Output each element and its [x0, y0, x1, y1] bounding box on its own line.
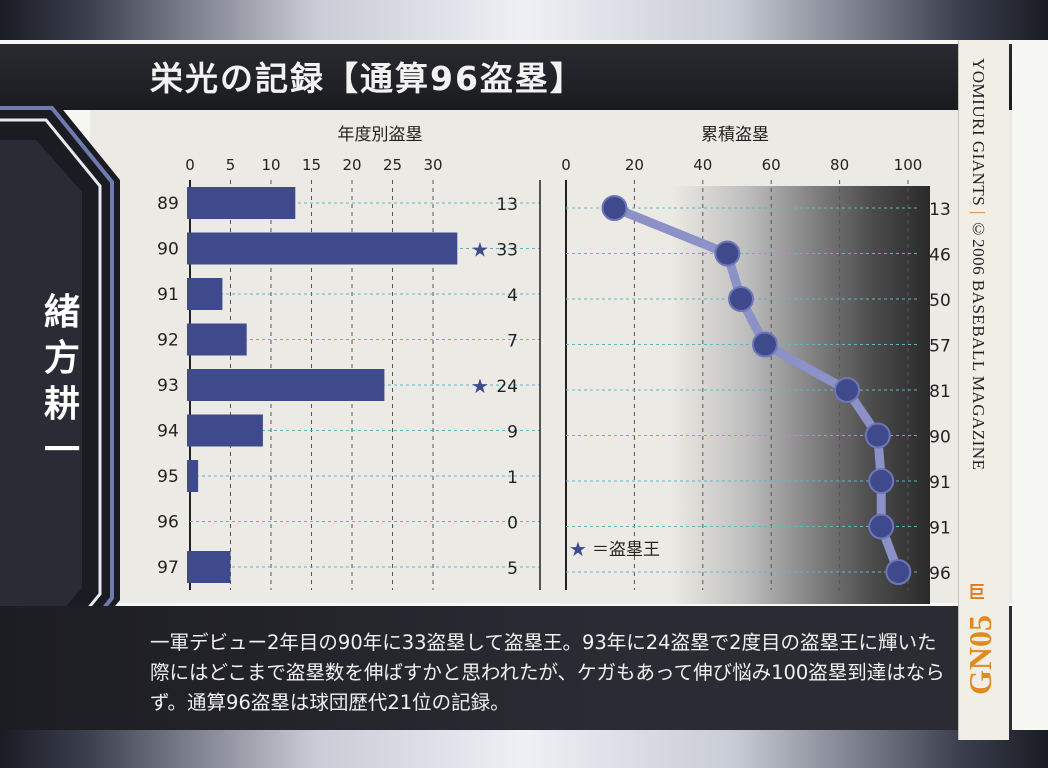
copyright-text: ©2006 BASEBALL MAGAZINE [969, 219, 988, 471]
bar-x-tick-label: 5 [226, 156, 236, 174]
bar-category-label: 94 [157, 422, 179, 442]
bar-x-tick-label: 20 [342, 156, 361, 174]
card-code: GN05 [962, 615, 998, 695]
line-point [751, 331, 778, 358]
bar-value-label: 33 [496, 241, 518, 261]
line-point [868, 513, 895, 540]
bar-value-label: 0 [507, 514, 518, 534]
bar-value-label: 9 [507, 423, 518, 443]
bar-value-label: 13 [496, 195, 518, 215]
line-value-label: 46 [929, 246, 951, 266]
bar-x-tick-label: 30 [423, 156, 442, 174]
bar-mark [187, 232, 458, 265]
bar-category-label: 93 [157, 376, 179, 396]
bar-mark [187, 323, 247, 356]
right-strip [958, 40, 1009, 740]
line-value-label: 13 [929, 200, 951, 220]
line-point [728, 286, 754, 312]
bar-mark [187, 551, 231, 583]
line-x-tick-label: 40 [693, 156, 712, 174]
bar-value-label: 5 [507, 559, 518, 579]
bar-mark [187, 414, 263, 447]
team-name: YOMIURI GIANTS [969, 58, 988, 207]
bar-x-tick-label: 0 [185, 156, 195, 174]
bar-chart-title: 年度別盗塁 [338, 125, 423, 145]
bar-mark [187, 187, 296, 219]
line-x-tick-label: 60 [762, 156, 781, 174]
line-value-label: 96 [929, 564, 951, 584]
bar-mark [187, 369, 385, 401]
bar-mark [187, 460, 199, 492]
line-point [868, 468, 895, 494]
bottom-border [0, 730, 1048, 768]
leader-star-icon: ★ [471, 374, 489, 398]
card-title: 栄光の記録【通算96盗塁】 [150, 59, 585, 98]
team-logo: 巨 [968, 583, 985, 603]
bar-category-label: 95 [157, 467, 179, 487]
line-value-label: 91 [929, 519, 951, 539]
bar-x-tick-label: 25 [383, 156, 402, 174]
bar-value-label: 4 [507, 286, 518, 306]
legend-label: ＝盗塁王 [592, 540, 660, 560]
vertical-caption: YOMIURI GIANTS | ©2006 BASEBALL MAGAZINE [969, 58, 988, 471]
line-value-label: 90 [929, 428, 951, 448]
line-x-tick-label: 20 [625, 156, 644, 174]
bar-x-tick-label: 15 [302, 156, 321, 174]
leader-star-icon: ★ [471, 238, 489, 262]
line-value-label: 57 [929, 337, 951, 357]
gradient-band [560, 186, 930, 604]
line-value-label: 50 [929, 291, 951, 311]
bar-category-label: 90 [157, 240, 179, 260]
line-chart-title: 累積盗塁 [701, 125, 769, 145]
line-point [885, 559, 912, 585]
line-x-tick-label: 0 [561, 156, 571, 174]
line-value-label: 91 [929, 473, 951, 493]
top-border [0, 0, 1048, 40]
description-bar [0, 606, 1012, 731]
bar-category-label: 92 [157, 331, 179, 351]
description-text: 一軍デビュー2年目の90年に33盗塁して盗塁王。93年に24盗塁で2度目の盗塁王… [150, 631, 945, 714]
legend-star-icon: ★ [569, 537, 587, 561]
bar-category-label: 97 [157, 558, 179, 578]
bar-x-tick-label: 10 [261, 156, 280, 174]
line-x-tick-label: 80 [830, 156, 849, 174]
bar-category-label: 96 [157, 513, 179, 533]
player-name: 緒方耕一 [43, 292, 80, 471]
bar-category-label: 89 [157, 194, 179, 214]
bar-category-label: 91 [157, 285, 179, 305]
line-point [714, 240, 741, 267]
line-x-tick-label: 100 [894, 156, 923, 174]
line-point [601, 195, 628, 221]
bar-value-label: 1 [507, 468, 518, 488]
bar-value-label: 7 [507, 332, 518, 352]
bar-value-label: 24 [496, 377, 518, 397]
line-value-label: 81 [929, 382, 951, 402]
line-point [834, 377, 861, 403]
bar-mark [187, 278, 223, 310]
title-bar [0, 44, 1012, 110]
line-point [864, 422, 891, 449]
